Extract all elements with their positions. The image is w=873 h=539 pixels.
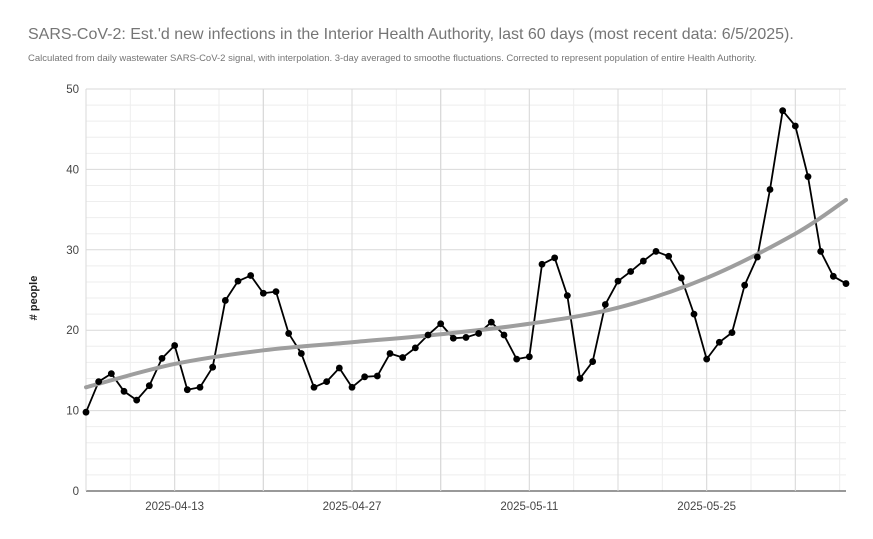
data-point	[677, 274, 685, 282]
data-point	[399, 354, 407, 361]
data-point	[627, 268, 635, 275]
data-point	[551, 254, 559, 262]
x-tick-label: 2025-04-13	[145, 501, 204, 513]
series-points	[82, 107, 850, 416]
data-point	[639, 257, 647, 265]
data-point	[247, 272, 255, 279]
data-point	[563, 292, 571, 300]
data-point	[766, 186, 774, 193]
data-point	[145, 382, 153, 390]
y-tick-label: 0	[73, 486, 79, 498]
data-point	[791, 122, 799, 130]
x-tick-label: 2025-04-27	[323, 501, 382, 513]
trendline	[84, 197, 848, 390]
data-point	[842, 280, 850, 287]
data-point	[475, 330, 483, 337]
y-tick-label: 20	[66, 325, 79, 337]
data-point	[373, 372, 381, 380]
data-point	[107, 370, 115, 378]
data-point	[817, 248, 825, 255]
data-point	[209, 363, 217, 371]
data-point	[158, 354, 166, 362]
data-point	[310, 383, 318, 391]
data-point	[690, 310, 698, 318]
data-point	[601, 301, 609, 308]
data-point	[538, 260, 546, 268]
y-tick-label: 50	[66, 84, 79, 96]
y-tick-label: 30	[66, 245, 79, 257]
y-axis-ticks: 0 10 20 30 40 50	[66, 84, 79, 498]
data-point	[234, 277, 242, 285]
data-point	[297, 350, 305, 357]
data-point	[703, 355, 711, 363]
data-point	[652, 248, 660, 255]
data-point	[500, 331, 508, 339]
data-point	[196, 383, 204, 391]
chart-title: SARS-CoV-2: Est.'d new infections in the…	[28, 26, 794, 43]
data-point	[285, 330, 293, 337]
data-point	[804, 173, 812, 181]
data-point	[82, 408, 90, 416]
data-point	[411, 344, 419, 352]
data-point	[221, 297, 229, 304]
y-tick-label: 40	[66, 164, 79, 176]
data-point	[487, 318, 495, 326]
data-point	[272, 288, 280, 296]
chart-subtitle: Calculated from daily wastewater SARS-Co…	[28, 53, 757, 64]
data-point	[449, 334, 457, 342]
data-point	[779, 107, 787, 115]
data-point	[386, 350, 394, 357]
data-point	[513, 355, 521, 363]
data-point	[614, 277, 622, 285]
data-point	[715, 338, 723, 346]
data-point	[462, 334, 470, 341]
series-line	[85, 109, 847, 413]
data-point	[120, 387, 128, 395]
x-tick-label: 2025-05-25	[677, 501, 736, 513]
x-tick-label: 2025-05-11	[500, 501, 558, 513]
series-lines	[84, 109, 848, 413]
x-axis-ticks: 2025-04-13 2025-04-27 2025-05-11 2025-05-25	[145, 501, 736, 513]
data-point	[576, 375, 584, 382]
data-point	[335, 364, 343, 372]
data-point	[95, 378, 103, 386]
data-point	[741, 281, 749, 289]
data-point	[665, 252, 673, 260]
data-point	[361, 373, 369, 381]
data-point	[133, 396, 141, 404]
data-point	[348, 383, 356, 391]
data-point	[171, 342, 179, 349]
data-point	[829, 272, 837, 280]
data-point	[323, 378, 331, 386]
data-point	[753, 253, 761, 261]
gridlines	[85, 88, 846, 492]
data-point	[589, 358, 597, 365]
data-point	[183, 386, 191, 394]
data-point	[437, 320, 445, 328]
data-point	[728, 329, 736, 337]
y-tick-label: 10	[66, 406, 79, 418]
data-point	[424, 331, 432, 339]
data-point	[259, 289, 267, 297]
data-point	[525, 353, 533, 361]
